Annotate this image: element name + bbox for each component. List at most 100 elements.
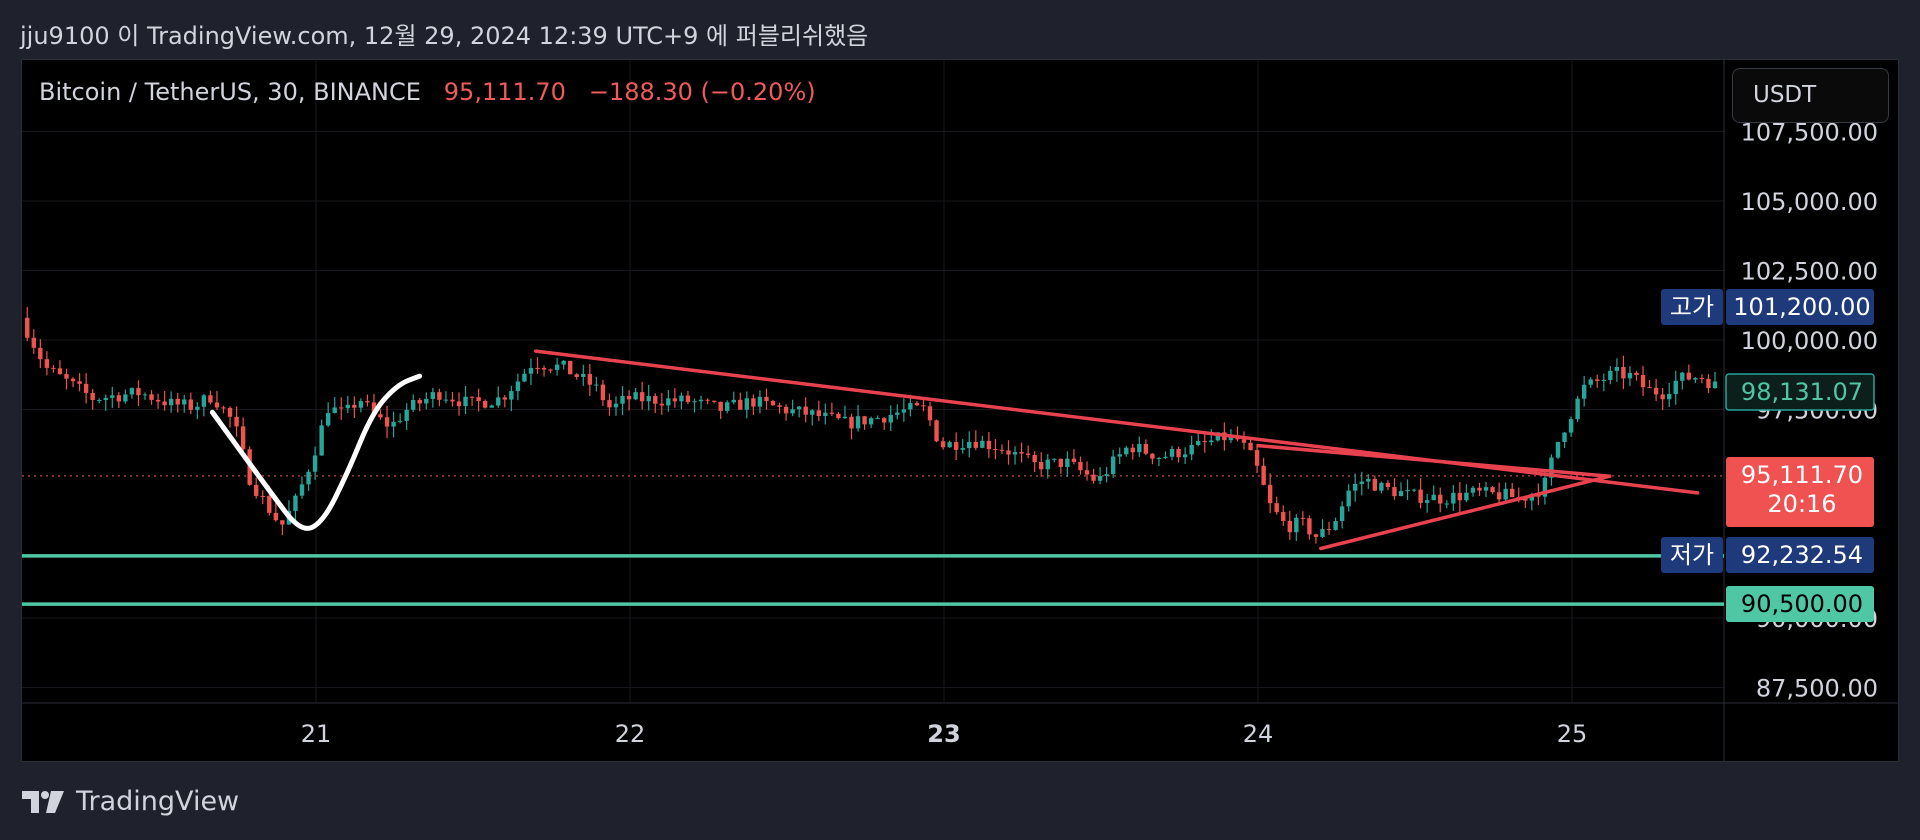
candle bbox=[1490, 485, 1495, 495]
candle bbox=[515, 373, 521, 401]
candle bbox=[1084, 461, 1090, 481]
candle bbox=[450, 391, 455, 407]
publish-info: jju9100 이 TradingView.com, 12월 29, 2024 … bbox=[20, 22, 869, 50]
candle bbox=[1294, 514, 1299, 541]
candle bbox=[698, 395, 704, 410]
candle bbox=[764, 388, 769, 410]
candle bbox=[1660, 388, 1665, 411]
descending-resistance[interactable] bbox=[534, 349, 1700, 495]
candle bbox=[986, 431, 992, 458]
currency-button[interactable]: USDT bbox=[1732, 68, 1889, 123]
candle bbox=[731, 391, 736, 405]
candle bbox=[1169, 445, 1175, 461]
candle bbox=[77, 373, 82, 392]
candle bbox=[411, 394, 416, 412]
candle bbox=[993, 439, 998, 460]
candle bbox=[1693, 377, 1698, 384]
candle bbox=[620, 386, 625, 416]
candle bbox=[299, 476, 305, 499]
candle bbox=[535, 357, 540, 374]
candle bbox=[1411, 488, 1417, 493]
y-tick-label: 100,000.00 bbox=[1741, 327, 1878, 355]
candle bbox=[1019, 442, 1024, 463]
candle bbox=[842, 405, 848, 419]
candle bbox=[1182, 447, 1188, 464]
svg-text:20:16: 20:16 bbox=[1767, 490, 1836, 518]
candle bbox=[711, 400, 717, 404]
drawings[interactable] bbox=[209, 349, 1700, 551]
candle bbox=[803, 397, 808, 423]
candle bbox=[1451, 485, 1456, 511]
candle bbox=[829, 402, 835, 417]
candle bbox=[757, 390, 763, 414]
candle bbox=[1359, 471, 1364, 496]
candle bbox=[90, 388, 95, 410]
candle bbox=[1706, 374, 1711, 394]
candle bbox=[1307, 515, 1312, 540]
candle bbox=[1647, 379, 1652, 389]
candle bbox=[522, 368, 527, 383]
candle bbox=[352, 396, 357, 419]
legend-change: −188.30 (−0.20%) bbox=[588, 78, 816, 106]
horizontal-levels bbox=[22, 475, 1724, 606]
candle bbox=[1372, 475, 1378, 491]
candle bbox=[685, 390, 691, 405]
candle bbox=[973, 430, 978, 451]
x-tick-label: 22 bbox=[615, 720, 646, 748]
candle bbox=[1444, 500, 1449, 509]
candle bbox=[594, 376, 599, 392]
candle bbox=[1012, 446, 1018, 465]
candle bbox=[934, 419, 939, 443]
candle bbox=[44, 351, 50, 376]
candle bbox=[1457, 482, 1463, 512]
candle bbox=[855, 405, 861, 432]
candle bbox=[607, 393, 612, 416]
candle bbox=[875, 415, 880, 420]
candle bbox=[836, 412, 841, 420]
low-price-tag: 92,232.54 bbox=[1726, 537, 1874, 573]
candle bbox=[692, 398, 697, 413]
candle bbox=[260, 490, 265, 505]
candle bbox=[1137, 436, 1142, 457]
candle bbox=[581, 364, 586, 386]
candle bbox=[1464, 484, 1469, 503]
candle bbox=[1424, 494, 1430, 513]
candle bbox=[980, 435, 985, 449]
triangle-top-edge[interactable] bbox=[1256, 443, 1612, 478]
candle bbox=[751, 394, 756, 415]
candle bbox=[548, 368, 553, 374]
candle bbox=[600, 379, 606, 406]
candle bbox=[1313, 533, 1319, 544]
candle bbox=[1196, 433, 1201, 447]
candle bbox=[927, 401, 933, 427]
candle bbox=[705, 398, 710, 405]
candle bbox=[1379, 481, 1384, 494]
candle bbox=[103, 394, 108, 411]
candle bbox=[97, 398, 102, 404]
grid-lines bbox=[22, 60, 1898, 761]
ascending-support[interactable] bbox=[1319, 474, 1612, 551]
candle bbox=[561, 360, 566, 370]
high-label: 고가 bbox=[1661, 289, 1723, 325]
candle bbox=[1496, 482, 1502, 504]
candle bbox=[391, 411, 396, 438]
candle bbox=[332, 397, 337, 414]
candle bbox=[1045, 454, 1050, 479]
y-tick-label: 105,000.00 bbox=[1741, 188, 1878, 216]
candle bbox=[1261, 457, 1266, 486]
candle bbox=[672, 388, 678, 408]
candle bbox=[424, 392, 429, 410]
candle bbox=[1621, 355, 1626, 390]
candle bbox=[273, 502, 279, 522]
candle bbox=[1124, 445, 1129, 457]
candle bbox=[882, 417, 887, 430]
candle bbox=[1634, 370, 1639, 381]
svg-text:90,500.00: 90,500.00 bbox=[1741, 590, 1863, 618]
candle bbox=[476, 388, 481, 412]
candle bbox=[456, 392, 462, 416]
candle bbox=[1150, 453, 1155, 465]
svg-text:고가: 고가 bbox=[1670, 293, 1714, 321]
freehand-annotation[interactable] bbox=[209, 373, 423, 531]
